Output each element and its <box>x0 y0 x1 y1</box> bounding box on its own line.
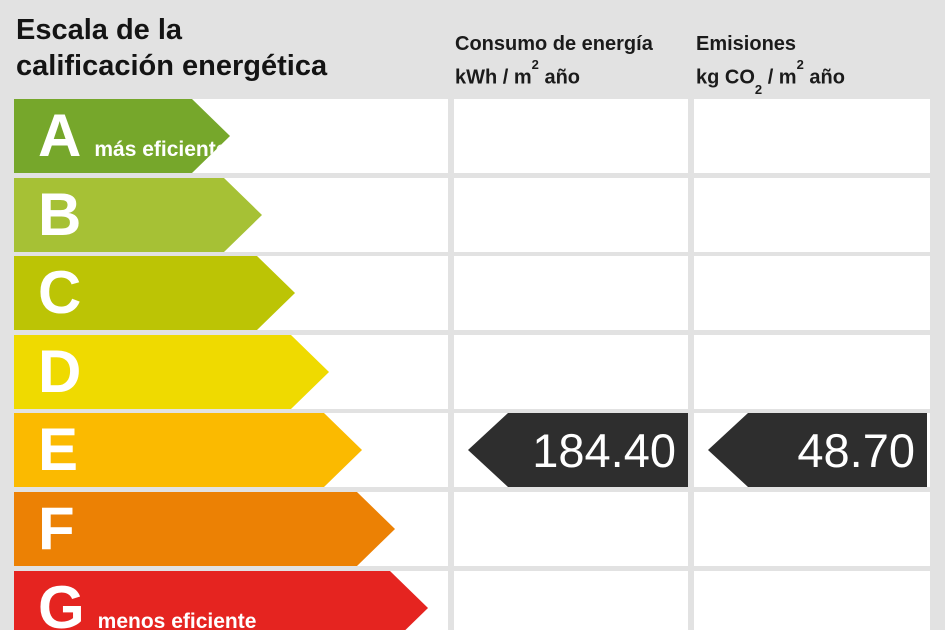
emisiones-cell-a <box>694 99 930 173</box>
table-row-f: F <box>0 492 945 566</box>
consumo-cell-g <box>454 571 688 630</box>
emisiones-cell-g <box>694 571 930 630</box>
page-title-line1: Escala de la <box>16 12 327 48</box>
consumo-header-unit: kWh / m2 año <box>455 58 653 92</box>
emisiones-cell-d <box>694 335 930 409</box>
table-row-b: B <box>0 178 945 252</box>
consumo-header-title: Consumo de energía <box>455 30 653 58</box>
scale-cell-c: C <box>14 256 448 330</box>
emisiones-cell-b <box>694 178 930 252</box>
rating-bar-e: E <box>14 413 362 487</box>
emisiones-value: 48.70 <box>797 423 915 478</box>
consumo-cell-c <box>454 256 688 330</box>
emisiones-cell-c <box>694 256 930 330</box>
consumo-cell-b <box>454 178 688 252</box>
table-row-g: G menos eficiente <box>0 571 945 630</box>
rating-bar-a: A más eficiente <box>14 99 230 173</box>
emisiones-cell-f <box>694 492 930 566</box>
rating-letter-g: G <box>38 571 85 630</box>
emisiones-header-title: Emisiones <box>696 30 845 58</box>
emisiones-value-arrow: 48.70 <box>708 413 927 487</box>
page-title-line2: calificación energética <box>16 48 327 84</box>
consumo-value-arrow: 184.40 <box>468 413 688 487</box>
table-row-d: D <box>0 335 945 409</box>
scale-cell-a: A más eficiente <box>14 99 448 173</box>
consumo-column-header: Consumo de energía kWh / m2 año <box>455 30 653 92</box>
consumo-cell-a <box>454 99 688 173</box>
scale-cell-e: E <box>14 413 448 487</box>
scale-cell-d: D <box>14 335 448 409</box>
consumo-cell-d <box>454 335 688 409</box>
rating-bar-f: F <box>14 492 395 566</box>
consumo-cell-f <box>454 492 688 566</box>
table-row-c: C <box>0 256 945 330</box>
emisiones-column-header: Emisiones kg CO2 / m2 año <box>696 30 845 99</box>
rating-bar-c: C <box>14 256 295 330</box>
rating-letter-e: E <box>38 413 78 487</box>
scale-cell-g: G menos eficiente <box>14 571 448 630</box>
rating-tag-least-efficient: menos eficiente <box>98 610 257 630</box>
consumo-value: 184.40 <box>532 423 676 478</box>
energy-rating-label: Escala de la calificación energética Con… <box>0 0 945 630</box>
rating-bar-b: B <box>14 178 262 252</box>
rating-letter-a: A <box>38 99 81 173</box>
page-title: Escala de la calificación energética <box>16 12 327 84</box>
rating-letter-d: D <box>38 335 81 409</box>
rating-letter-b: B <box>38 178 81 252</box>
rating-letter-f: F <box>38 492 75 566</box>
scale-cell-f: F <box>14 492 448 566</box>
rating-bar-g: G menos eficiente <box>14 571 428 630</box>
rating-bar-d: D <box>14 335 329 409</box>
table-row-a: A más eficiente <box>0 99 945 173</box>
emisiones-header-unit: kg CO2 / m2 año <box>696 58 845 99</box>
rating-tag-most-efficient: más eficiente <box>94 138 227 162</box>
scale-cell-b: B <box>14 178 448 252</box>
rating-letter-c: C <box>38 256 81 330</box>
